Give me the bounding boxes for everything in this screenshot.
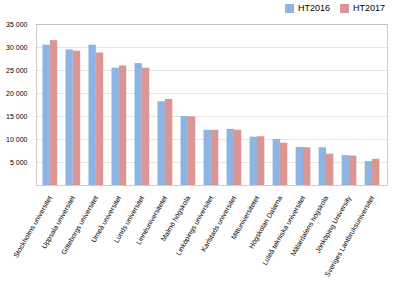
svg-text:Uppsala universitet: Uppsala universitet xyxy=(40,194,77,250)
svg-text:Mittuniversitetet: Mittuniversitetet xyxy=(229,194,261,241)
svg-text:Karlstads universitet: Karlstads universitet xyxy=(200,195,238,253)
svg-text:5 000: 5 000 xyxy=(10,159,28,166)
html-text:HT2016: HT2016 xyxy=(297,3,330,13)
svg-text:Luleå tekniska universitet: Luleå tekniska universitet xyxy=(261,195,306,267)
svg-text:Mälardalens högskola: Mälardalens högskola xyxy=(289,195,330,258)
svg-text:Malmö högskola: Malmö högskola xyxy=(159,194,192,243)
svg-text:25 000: 25 000 xyxy=(6,67,28,74)
svg-text:Umeå universitet: Umeå universitet xyxy=(89,194,123,244)
svg-text:Linnéuniversitetet: Linnéuniversitetet xyxy=(134,194,169,246)
svg-text:Stockholms universitet: Stockholms universitet xyxy=(12,195,53,259)
svg-text:35 000: 35 000 xyxy=(6,21,28,28)
svg-text:Högskolan Dalarna: Högskolan Dalarna xyxy=(247,194,284,250)
svg-text:20 000: 20 000 xyxy=(6,90,28,97)
svg-text:Lunds universitet: Lunds universitet xyxy=(112,194,146,244)
svg-text:15 000: 15 000 xyxy=(6,113,28,120)
svg-text:10 000: 10 000 xyxy=(6,136,28,143)
svg-text:Sveriges Lantbruksuniversitet: Sveriges Lantbruksuniversitet xyxy=(323,195,376,279)
svg-text:Linköpings universitet: Linköpings universitet xyxy=(175,195,216,257)
svg-text:Jönköping University: Jönköping University xyxy=(314,194,353,255)
svg-text:30 000: 30 000 xyxy=(6,44,28,51)
svg-text:Göteborgs universitet: Göteborgs universitet xyxy=(60,195,100,257)
html-text:HT2017: HT2017 xyxy=(353,3,385,13)
